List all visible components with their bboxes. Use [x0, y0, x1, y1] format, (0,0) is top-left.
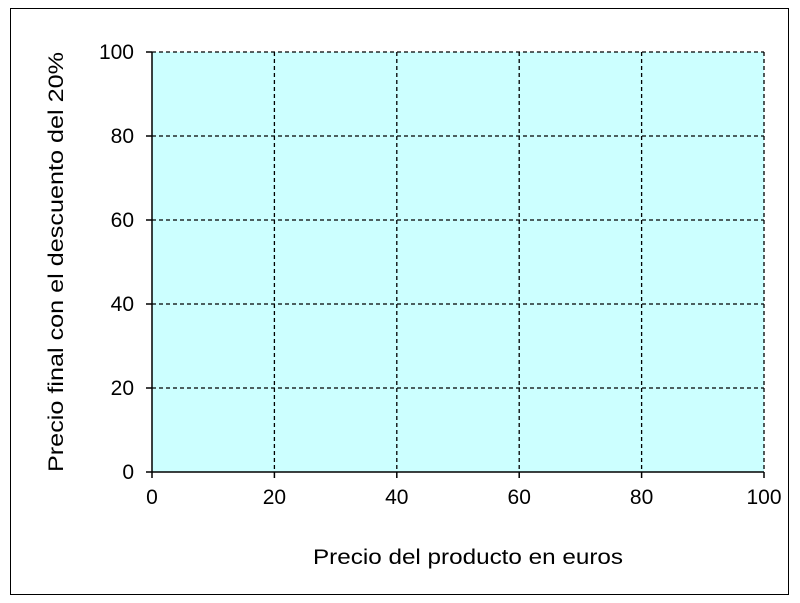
y-tick-label: 0 — [122, 461, 134, 484]
y-tick-label: 20 — [111, 377, 134, 400]
x-axis-title: Precio del producto en euros — [313, 546, 623, 569]
x-tick-label: 40 — [385, 486, 408, 509]
y-tick-labels: 0 20 40 60 80 100 — [99, 41, 134, 484]
y-axis-title: Precio final con el descuento del 20% — [45, 52, 68, 472]
y-tick-label: 80 — [111, 125, 134, 148]
x-tick-label: 20 — [263, 486, 286, 509]
grid-lines — [152, 51, 765, 472]
y-tick-label: 40 — [111, 293, 134, 316]
y-tick-label: 100 — [99, 41, 134, 64]
axes — [146, 51, 765, 478]
x-tick-label: 80 — [630, 486, 653, 509]
x-tick-label: 60 — [508, 486, 531, 509]
x-tick-label: 0 — [146, 486, 158, 509]
y-tick-label: 60 — [111, 209, 134, 232]
x-tick-labels: 0 20 40 60 80 100 — [146, 486, 781, 509]
x-tick-label: 100 — [746, 486, 781, 509]
plot-area — [152, 52, 764, 472]
